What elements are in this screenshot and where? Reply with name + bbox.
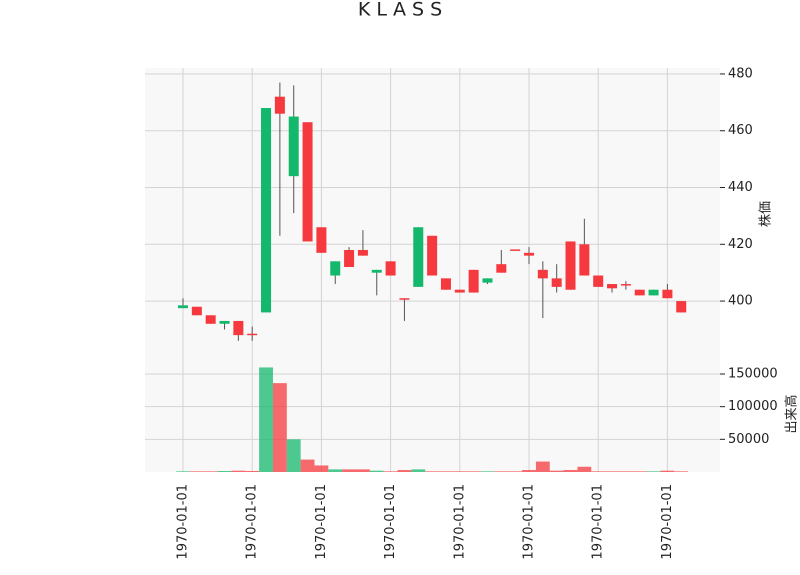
x-tick-label: 1970-01-01 (176, 484, 191, 560)
volume-bar (535, 461, 550, 472)
y-axis-label: 株価 (759, 201, 774, 227)
volume-bar (272, 383, 287, 472)
candle-body (219, 320, 230, 324)
volume-bar (425, 471, 440, 472)
y-tick-label: 440 (728, 180, 753, 195)
volume-bar (577, 466, 592, 472)
candle-body (440, 278, 451, 290)
candle-body (454, 289, 465, 293)
candle-body (510, 249, 521, 251)
candle-body (676, 301, 687, 313)
volume-panel (145, 357, 720, 472)
volume-bar (300, 459, 315, 472)
candle-body (468, 269, 479, 293)
volume-bar (605, 471, 619, 472)
volume-bar (646, 471, 661, 472)
volume-bar (618, 471, 633, 472)
candle-body (662, 289, 673, 299)
candle-body (288, 116, 299, 177)
volume-bar (203, 471, 218, 472)
volume-bar (480, 471, 495, 472)
candle-body (593, 275, 604, 287)
volume-bar (383, 471, 398, 472)
candle-body (316, 227, 327, 253)
x-tick-label: 1970-01-01 (591, 484, 606, 560)
volume-bar (217, 471, 232, 472)
volume-bar (591, 471, 606, 472)
candle-body (634, 289, 645, 296)
volume-bar (522, 470, 536, 472)
volume-tick-label: 50000 (728, 432, 769, 447)
volume-bar (342, 469, 356, 472)
candle-body (607, 284, 618, 289)
candle-body (524, 252, 534, 256)
candle-body (247, 333, 258, 336)
y-tick-label: 420 (728, 237, 753, 252)
candle-body (205, 315, 216, 324)
candle-body (620, 284, 631, 286)
volume-bar (508, 471, 523, 472)
candle-body (385, 261, 396, 276)
candle-body (648, 289, 659, 296)
x-tick-label: 1970-01-01 (522, 484, 537, 560)
volume-bar (176, 471, 190, 472)
x-tick-label: 1970-01-01 (383, 484, 398, 560)
volume-bar (369, 470, 384, 472)
candle-body (344, 249, 355, 268)
volume-bar (259, 367, 273, 472)
volume-bar (397, 470, 412, 472)
candle-body (482, 278, 493, 283)
candle-body (427, 235, 438, 276)
volume-bar (314, 465, 329, 472)
candle-body (261, 108, 272, 313)
candle-body (302, 122, 313, 242)
volume-bar (189, 471, 204, 472)
volume-bar (632, 471, 647, 472)
candle-body (551, 278, 562, 287)
candle-body (579, 244, 590, 276)
y-tick-label: 400 (728, 294, 753, 309)
volume-bar (411, 469, 426, 472)
volume-bar (231, 470, 246, 472)
candle-body (413, 227, 424, 287)
volume-bar (660, 470, 675, 472)
y-tick-label: 460 (728, 123, 753, 138)
volume-tick-label: 100000 (728, 399, 778, 414)
volume-bar (494, 471, 509, 472)
volume-axis-label: 出来高 (784, 394, 800, 433)
candle-body (357, 249, 368, 256)
volume-bar (439, 471, 453, 472)
volume-bar (466, 471, 481, 472)
volume-bar (328, 469, 343, 472)
candle-body (537, 269, 548, 279)
candle-body (371, 269, 382, 273)
x-tick-label: 1970-01-01 (314, 484, 329, 560)
x-tick-label: 1970-01-01 (245, 484, 260, 560)
candle-body (496, 264, 507, 273)
chart-title: K L A S S (358, 0, 442, 21)
candle-body (330, 261, 341, 276)
volume-bar (356, 469, 370, 472)
volume-bar (563, 470, 578, 472)
volume-tick-label: 150000 (728, 366, 778, 381)
candle-body (565, 241, 576, 290)
x-tick-label: 1970-01-01 (452, 484, 467, 560)
volume-bar (549, 470, 564, 472)
volume-bar (245, 471, 260, 472)
candle-body (233, 320, 244, 336)
volume-bar (674, 471, 689, 472)
volume-bar (452, 471, 467, 472)
candle-body (191, 306, 202, 316)
candle-body (178, 305, 188, 309)
candle-body (274, 96, 285, 114)
price-panel (145, 68, 720, 357)
x-tick-label: 1970-01-01 (660, 484, 675, 560)
y-tick-label: 480 (728, 66, 753, 81)
candle-body (399, 298, 410, 300)
volume-bar (286, 439, 301, 472)
